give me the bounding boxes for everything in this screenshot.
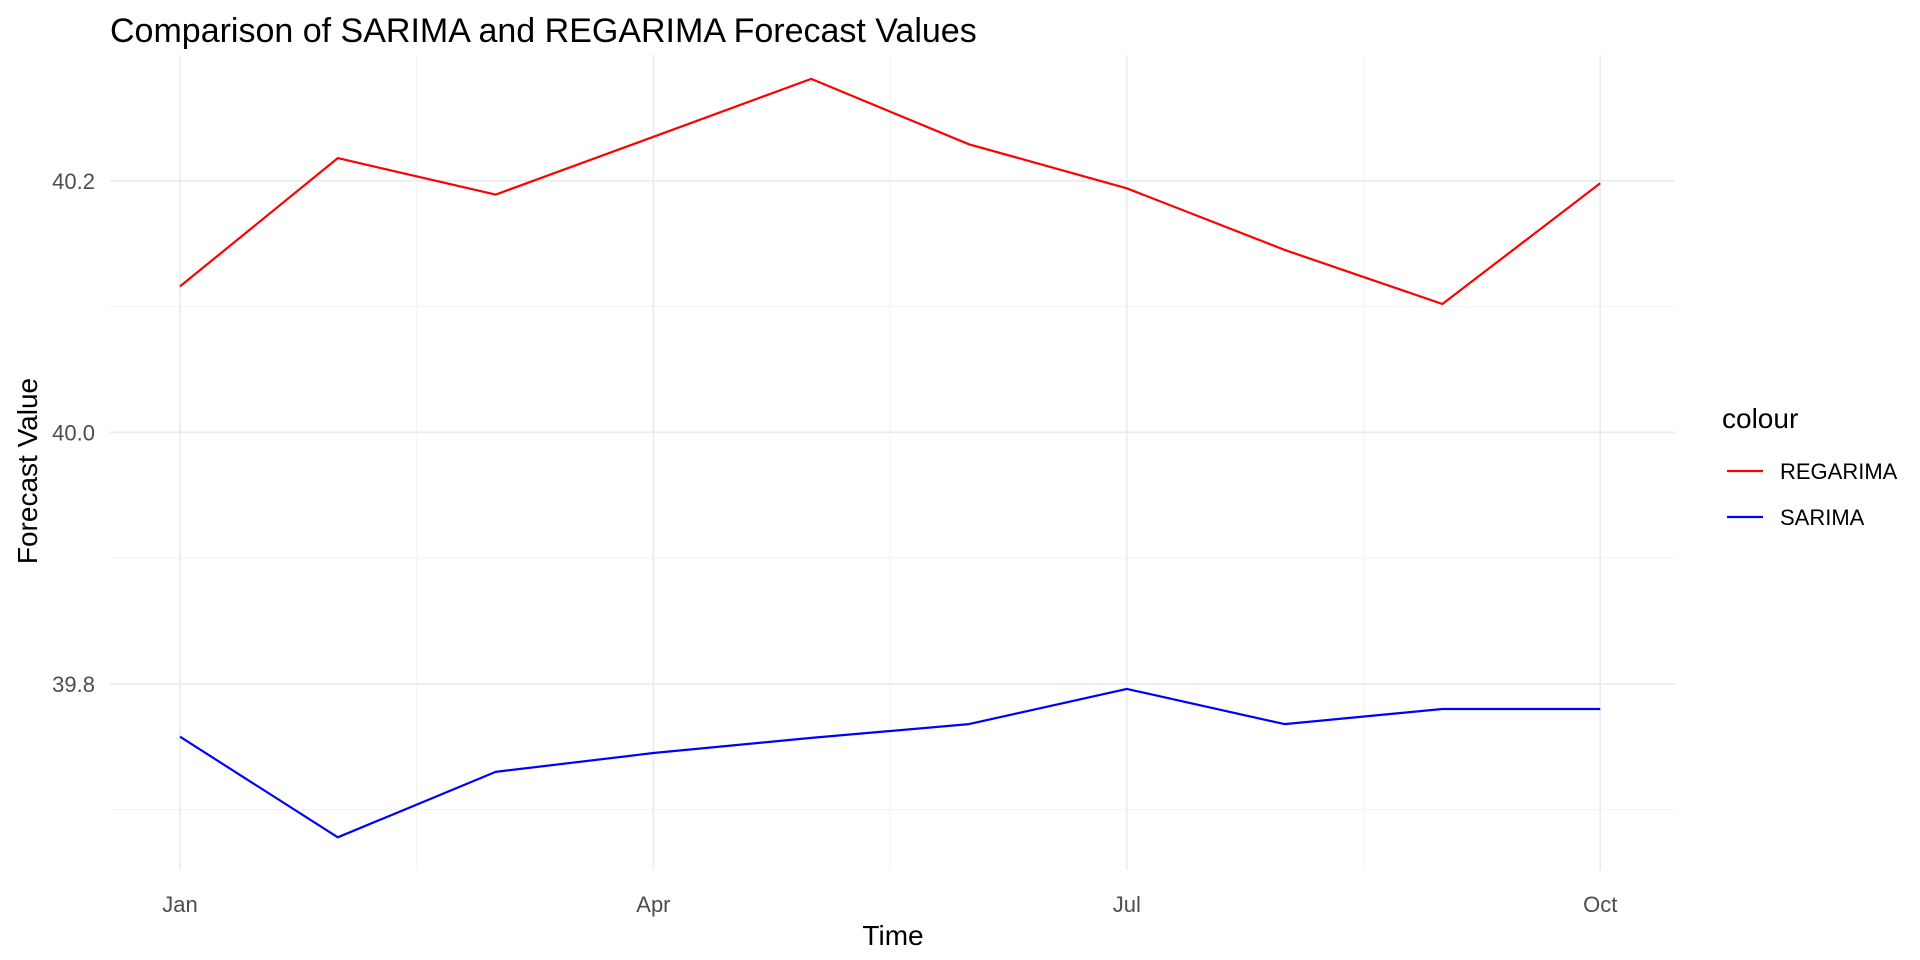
series-lines — [179, 77, 1601, 839]
legend-label-regarima: REGARIMA — [1780, 459, 1898, 484]
legend-label-sarima: SARIMA — [1780, 505, 1865, 530]
series-line-regarima — [179, 77, 1601, 306]
x-tick-label: Oct — [1583, 892, 1617, 917]
legend-title: colour — [1722, 403, 1798, 434]
x-tick-label: Jan — [162, 892, 197, 917]
series-line-sarima — [179, 687, 1601, 839]
x-axis-title: Time — [862, 920, 923, 951]
y-tick-label: 40.2 — [52, 169, 95, 194]
y-tick-label: 40.0 — [52, 420, 95, 445]
chart-title: Comparison of SARIMA and REGARIMA Foreca… — [110, 12, 977, 50]
grid — [110, 55, 1675, 870]
x-tick-label: Apr — [636, 892, 670, 917]
x-axis-ticks: Jan Apr Jul Oct — [162, 892, 1617, 917]
legend: colour REGARIMA SARIMA — [1722, 403, 1898, 530]
x-tick-label: Jul — [1113, 892, 1141, 917]
y-axis-title: Forecast Value — [12, 378, 43, 564]
y-axis-ticks: 39.8 40.0 40.2 — [52, 169, 95, 697]
y-tick-label: 39.8 — [52, 672, 95, 697]
